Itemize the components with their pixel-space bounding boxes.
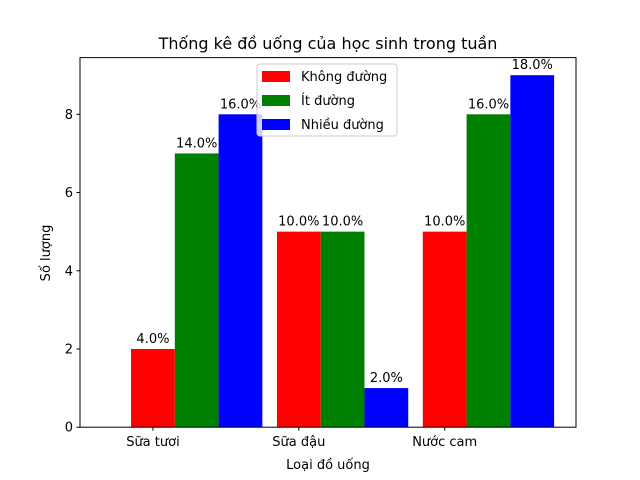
y-tick-label: 6 bbox=[65, 186, 73, 201]
axes-frame bbox=[79, 57, 577, 428]
x-tick-label: Sữa đậu bbox=[272, 435, 325, 450]
legend-swatch bbox=[262, 95, 290, 106]
legend-swatch bbox=[262, 119, 290, 130]
data-label: 16.0% bbox=[220, 97, 261, 112]
data-label: 10.0% bbox=[424, 215, 465, 230]
legend-entry-label: Ít đường bbox=[301, 93, 355, 109]
y-tick-label: 2 bbox=[65, 342, 73, 357]
bar-Sữa-đậu-0 bbox=[276, 231, 321, 428]
data-label: 10.0% bbox=[278, 215, 319, 230]
bar-Sữa-đậu-1 bbox=[320, 231, 365, 428]
data-label: 14.0% bbox=[176, 136, 217, 151]
legend-entry-label: Nhiều đường bbox=[301, 118, 384, 133]
bar-Sữa-tươi-2 bbox=[218, 114, 263, 428]
legend-box bbox=[256, 63, 398, 137]
y-axis-label: Số lượng bbox=[39, 225, 54, 282]
x-axis-label: Loại đồ uống bbox=[286, 458, 370, 473]
y-tick-label: 8 bbox=[65, 108, 73, 123]
bar-Nước-cam-0 bbox=[422, 231, 467, 428]
bar-Sữa-tươi-0 bbox=[131, 348, 175, 428]
legend-entry-label: Không đường bbox=[301, 70, 387, 85]
bar-Nước-cam-1 bbox=[466, 114, 511, 428]
legend-swatch bbox=[262, 71, 290, 82]
bar-Sữa-tươi-1 bbox=[174, 153, 219, 428]
data-label: 4.0% bbox=[136, 332, 169, 347]
legend: Không đường Ít đường Nhiều đường bbox=[256, 63, 398, 137]
y-tick-label: 0 bbox=[65, 421, 73, 436]
bar-Sữa-đậu-2 bbox=[364, 388, 409, 428]
plot-area: 4.0%10.0% 10.0%14.0%10.0%16.0%16.0%2.0%18… bbox=[65, 57, 577, 450]
data-label: 10.0% bbox=[322, 215, 363, 230]
x-tick-label: Nước cam bbox=[412, 435, 477, 450]
y-tick-label: 4 bbox=[65, 264, 73, 279]
data-label: 18.0% bbox=[512, 58, 553, 73]
data-label: 16.0% bbox=[468, 97, 509, 112]
chart-title: Thống kê đồ uống của học sinh trong tuần bbox=[158, 34, 498, 53]
bar-Nước-cam-2 bbox=[510, 75, 555, 428]
data-label: 2.0% bbox=[370, 371, 403, 386]
x-tick-label: Sữa tươi bbox=[126, 435, 180, 450]
